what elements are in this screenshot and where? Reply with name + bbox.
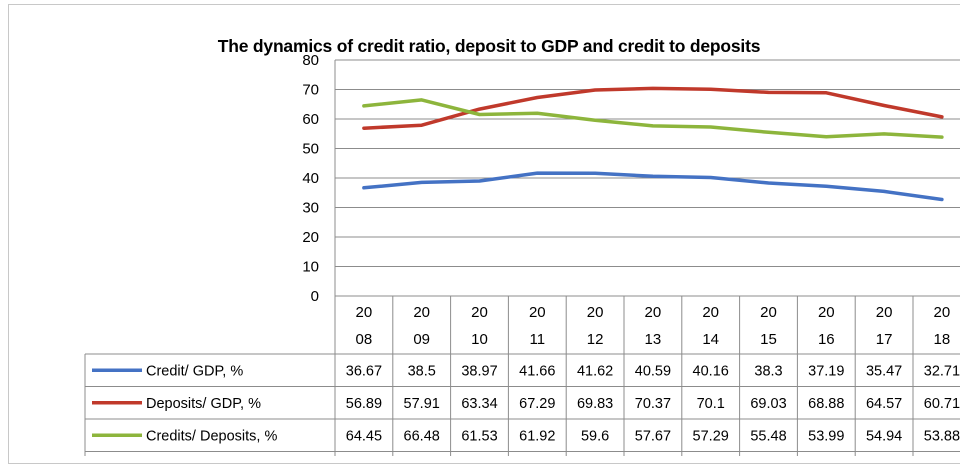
y-tick-label: 20: [302, 229, 319, 246]
x-tick-label: 10: [471, 331, 488, 348]
y-tick-label: 30: [302, 200, 319, 217]
y-tick-label: 10: [302, 259, 319, 276]
x-tick-label: 20: [702, 304, 719, 321]
data-label: 57.91: [404, 396, 440, 412]
data-label: 57.67: [635, 428, 671, 444]
x-tick-label: 13: [645, 331, 662, 348]
data-label: 70.37: [635, 396, 671, 412]
data-label: 35.47: [866, 363, 902, 379]
data-label: 64.57: [866, 396, 902, 412]
x-tick-label: 20: [413, 304, 430, 321]
data-label: 69.83: [577, 396, 613, 412]
legend-label: Credits/ Deposits, %: [146, 428, 277, 444]
legend-label: Credit/ GDP, %: [146, 363, 243, 379]
x-tick-label: 18: [934, 331, 951, 348]
legend-label: Deposits/ GDP, %: [146, 396, 261, 412]
x-tick-label: 20: [876, 304, 893, 321]
x-tick-label: 14: [702, 331, 719, 348]
data-label: 53.99: [808, 428, 844, 444]
chart-frame: [8, 4, 960, 464]
data-label: 54.94: [866, 428, 902, 444]
data-label: 40.16: [693, 363, 729, 379]
x-tick-label: 20: [529, 304, 546, 321]
data-label: 36.67: [346, 363, 382, 379]
chart-title: The dynamics of credit ratio, deposit to…: [217, 36, 761, 56]
data-label: 55.48: [750, 428, 786, 444]
data-label: 70.1: [697, 396, 725, 412]
x-tick-label: 17: [876, 331, 893, 348]
data-label: 68.88: [808, 396, 844, 412]
x-tick-label: 20: [934, 304, 951, 321]
data-label: 40.59: [635, 363, 671, 379]
x-tick-label: 20: [587, 304, 604, 321]
y-tick-label: 80: [302, 52, 319, 69]
x-tick-label: 20: [760, 304, 777, 321]
data-label: 32.71: [924, 363, 960, 379]
series-line: [362, 98, 944, 139]
data-label: 59.6: [581, 428, 609, 444]
data-label: 67.29: [519, 396, 555, 412]
data-label: 60.71: [924, 396, 960, 412]
y-tick-label: 70: [302, 82, 319, 99]
x-tick-label: 11: [530, 331, 546, 348]
data-label: 38.3: [754, 363, 782, 379]
series-line: [362, 171, 944, 202]
data-label: 61.53: [461, 428, 497, 444]
data-label: 41.62: [577, 363, 613, 379]
data-label: 63.34: [461, 396, 497, 412]
data-label: 37.19: [808, 363, 844, 379]
y-tick-label: 60: [302, 111, 319, 128]
data-label: 64.45: [346, 428, 382, 444]
data-label: 56.89: [346, 396, 382, 412]
y-tick-label: 50: [302, 141, 319, 158]
grid-layer: 0 10 20 30 40 50 60 70 80: [302, 52, 960, 305]
data-label: 53.88: [924, 428, 960, 444]
x-tick-label: 20: [818, 304, 835, 321]
series-line: [362, 86, 944, 130]
data-label: 61.92: [519, 428, 555, 444]
data-label: 69.03: [750, 396, 786, 412]
x-tick-label: 20: [471, 304, 488, 321]
data-label: 66.48: [404, 428, 440, 444]
series-layer: [362, 86, 944, 202]
data-table: 20 08 20 09 20 10 20 11 20 12 20 13 20 14 20 15 20 16 20 17…: [84, 295, 960, 456]
data-label: 57.29: [693, 428, 729, 444]
data-label: 38.5: [408, 363, 436, 379]
x-tick-label: 16: [818, 331, 835, 348]
data-label: 38.97: [461, 363, 497, 379]
y-tick-label: 0: [311, 288, 319, 305]
x-tick-label: 20: [645, 304, 662, 321]
x-tick-label: 09: [413, 331, 430, 348]
data-label: 41.66: [519, 363, 555, 379]
x-tick-label: 20: [356, 304, 373, 321]
y-tick-label: 40: [302, 170, 319, 187]
x-tick-label: 08: [356, 331, 373, 348]
x-tick-label: 15: [760, 331, 777, 348]
x-tick-label: 12: [587, 331, 604, 348]
